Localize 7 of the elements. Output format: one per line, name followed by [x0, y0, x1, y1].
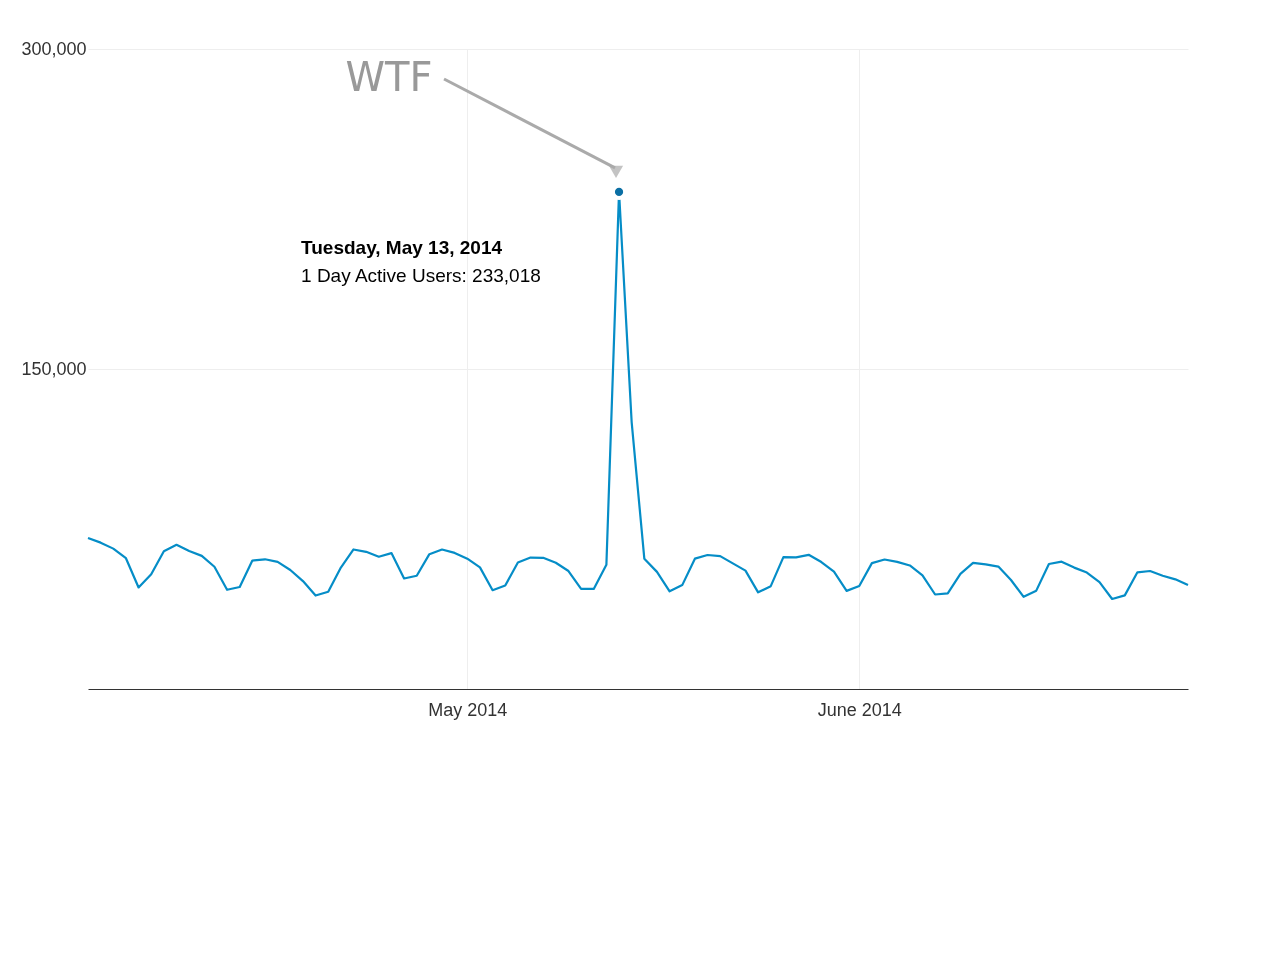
annotation: Tuesday, May 13, 2014 [301, 236, 503, 258]
y-tick-label: 150,000 [21, 358, 87, 379]
annotation: WTF [345, 54, 433, 100]
x-tick-label: May 2014 [428, 699, 508, 720]
y-tick-label: 300,000 [21, 38, 87, 59]
annotation: 1 Day Active Users: 233,018 [301, 264, 541, 286]
x-tick-label: June 2014 [817, 699, 902, 720]
